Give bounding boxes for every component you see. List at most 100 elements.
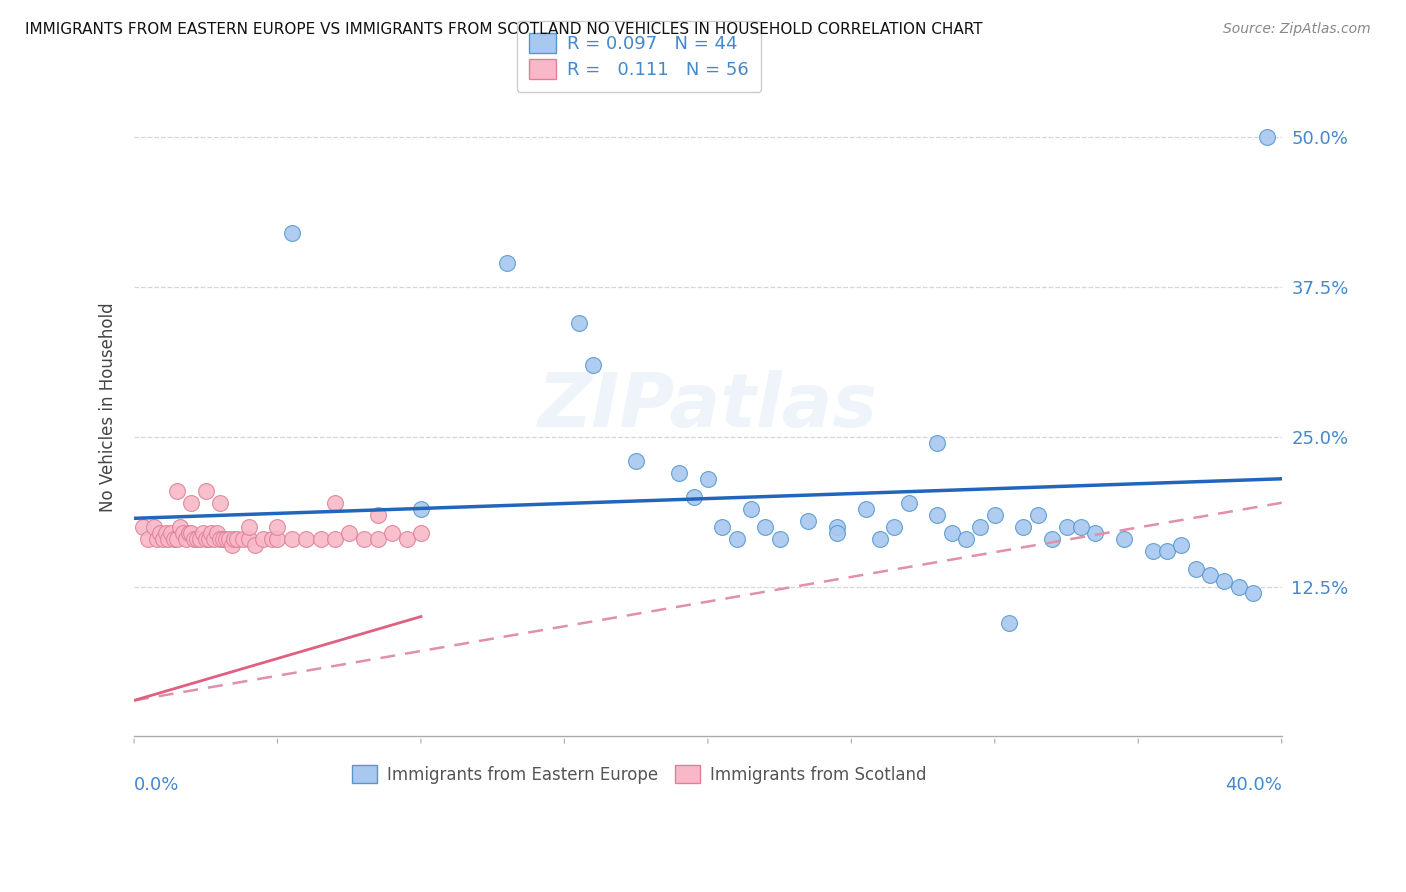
Point	[883, 519, 905, 533]
Point	[155, 525, 177, 540]
Point	[212, 532, 235, 546]
Text: 40.0%: 40.0%	[1225, 776, 1282, 794]
Point	[969, 519, 991, 533]
Point	[754, 519, 776, 533]
Point	[160, 525, 183, 540]
Text: 0.0%: 0.0%	[134, 776, 180, 794]
Point	[395, 532, 418, 546]
Point	[353, 532, 375, 546]
Point	[496, 256, 519, 270]
Point	[696, 472, 718, 486]
Point	[138, 532, 160, 546]
Point	[163, 532, 186, 546]
Point	[668, 466, 690, 480]
Point	[281, 532, 304, 546]
Point	[180, 496, 202, 510]
Point	[131, 519, 153, 533]
Point	[194, 532, 217, 546]
Point	[855, 501, 877, 516]
Point	[174, 532, 197, 546]
Point	[941, 525, 963, 540]
Point	[197, 532, 219, 546]
Point	[1184, 561, 1206, 575]
Text: ZIPatlas: ZIPatlas	[538, 370, 877, 443]
Point	[266, 519, 288, 533]
Point	[897, 496, 920, 510]
Legend: Immigrants from Eastern Europe, Immigrants from Scotland: Immigrants from Eastern Europe, Immigran…	[342, 756, 936, 794]
Point	[238, 519, 260, 533]
Point	[1199, 567, 1222, 582]
Point	[226, 532, 249, 546]
Point	[224, 532, 246, 546]
Point	[1056, 519, 1078, 533]
Point	[266, 532, 288, 546]
Point	[207, 525, 229, 540]
Point	[186, 532, 208, 546]
Point	[955, 532, 977, 546]
Point	[768, 532, 790, 546]
Point	[825, 525, 848, 540]
Text: Source: ZipAtlas.com: Source: ZipAtlas.com	[1223, 22, 1371, 37]
Point	[825, 519, 848, 533]
Point	[337, 525, 360, 540]
Point	[177, 525, 200, 540]
Point	[797, 514, 820, 528]
Point	[221, 538, 243, 552]
Point	[1142, 543, 1164, 558]
Point	[260, 532, 283, 546]
Point	[295, 532, 318, 546]
Text: IMMIGRANTS FROM EASTERN EUROPE VS IMMIGRANTS FROM SCOTLAND NO VEHICLES IN HOUSEH: IMMIGRANTS FROM EASTERN EUROPE VS IMMIGR…	[25, 22, 983, 37]
Point	[367, 508, 389, 522]
Point	[323, 532, 346, 546]
Point	[1227, 580, 1250, 594]
Point	[409, 525, 432, 540]
Point	[682, 490, 704, 504]
Point	[166, 532, 188, 546]
Point	[1256, 130, 1278, 145]
Point	[409, 501, 432, 516]
Point	[166, 483, 188, 498]
Point	[281, 226, 304, 240]
Point	[146, 532, 169, 546]
Point	[869, 532, 891, 546]
Point	[1170, 538, 1192, 552]
Point	[367, 532, 389, 546]
Point	[180, 525, 202, 540]
Point	[218, 532, 240, 546]
Point	[1012, 519, 1035, 533]
Point	[624, 454, 647, 468]
Point	[984, 508, 1007, 522]
Point	[209, 496, 232, 510]
Point	[309, 532, 332, 546]
Point	[183, 532, 205, 546]
Point	[202, 532, 225, 546]
Point	[1156, 543, 1178, 558]
Point	[927, 508, 949, 522]
Point	[740, 501, 762, 516]
Point	[1241, 585, 1264, 599]
Point	[1026, 508, 1049, 522]
Point	[927, 435, 949, 450]
Point	[194, 483, 217, 498]
Point	[188, 532, 211, 546]
Point	[172, 525, 194, 540]
Point	[152, 532, 174, 546]
Point	[998, 615, 1021, 630]
Point	[725, 532, 748, 546]
Point	[1070, 519, 1092, 533]
Point	[169, 519, 191, 533]
Y-axis label: No Vehicles in Household: No Vehicles in Household	[100, 302, 117, 512]
Point	[323, 496, 346, 510]
Point	[238, 532, 260, 546]
Point	[215, 532, 238, 546]
Point	[191, 525, 214, 540]
Point	[1112, 532, 1135, 546]
Point	[209, 532, 232, 546]
Point	[582, 358, 605, 372]
Point	[157, 532, 180, 546]
Point	[1213, 574, 1236, 588]
Point	[711, 519, 734, 533]
Point	[200, 525, 222, 540]
Point	[143, 519, 166, 533]
Point	[1040, 532, 1063, 546]
